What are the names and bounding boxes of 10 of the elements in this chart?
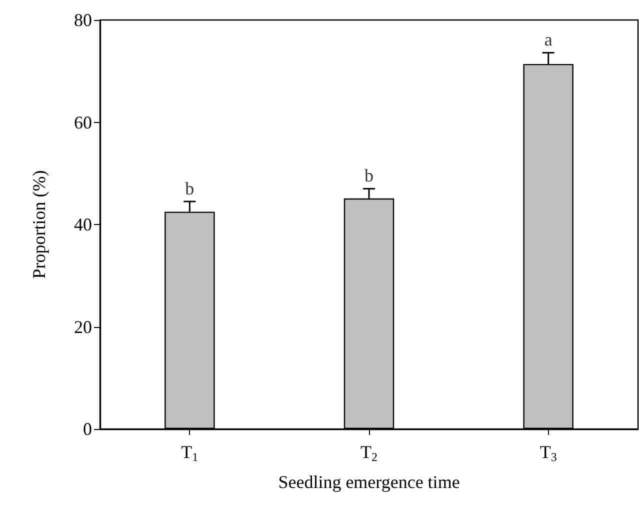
annotation: b <box>364 166 374 186</box>
annotation: a <box>544 30 552 50</box>
y-tick-label: 0 <box>83 419 92 439</box>
y-tick-label: 60 <box>74 112 92 132</box>
y-tick-label: 40 <box>74 214 92 234</box>
y-axis-title: Proportion (%) <box>29 170 49 279</box>
x-axis-title: Seedling emergence time <box>278 472 460 492</box>
y-tick-label: 20 <box>74 316 92 337</box>
annotation: b <box>185 178 194 198</box>
y-tick-label: 80 <box>74 10 92 30</box>
